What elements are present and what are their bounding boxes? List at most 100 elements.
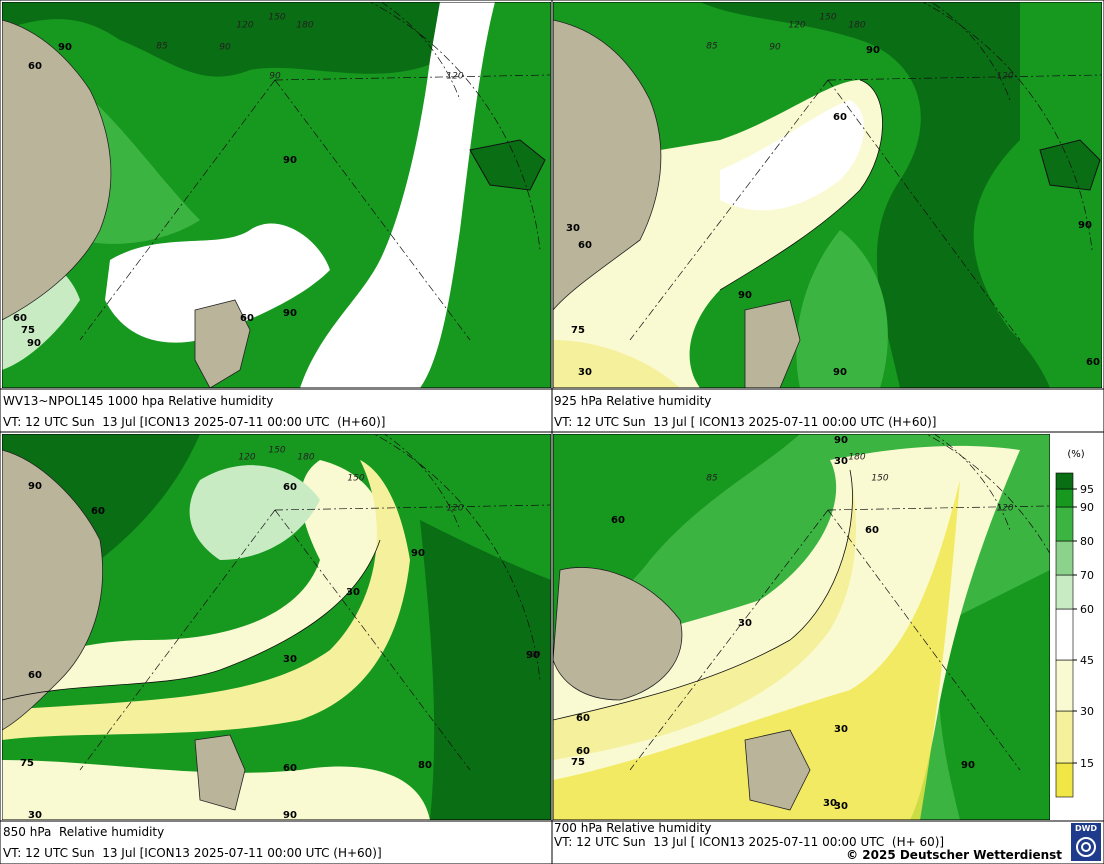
- valid-time: VT: 12 UTC Sun 13 Jul [ICON13 2025-07-11…: [3, 846, 382, 860]
- grid-label: 85: [156, 42, 168, 52]
- grid-label: 150: [819, 13, 836, 23]
- colorbar-label: 45: [1080, 654, 1094, 667]
- colorbar-box: [1055, 608, 1074, 661]
- grid-label: 120: [238, 453, 255, 463]
- contour-label: 30: [578, 367, 592, 378]
- grid-label: 120: [996, 72, 1013, 82]
- contour-label: 30: [283, 654, 297, 665]
- contour-label: 90: [28, 481, 42, 492]
- logo-text: DWD: [1075, 824, 1097, 833]
- colorbar-box: [1055, 472, 1074, 490]
- contour-label: 90: [866, 45, 880, 56]
- grid-label: 180: [848, 453, 865, 463]
- valid-time: VT: 12 UTC Sun 13 Jul [ ICON13 2025-07-1…: [554, 835, 944, 849]
- contour-label: 60: [1086, 357, 1100, 368]
- valid-time: VT: 12 UTC Sun 13 Jul [ ICON13 2025-07-1…: [554, 415, 936, 429]
- contour-label: 30: [346, 587, 360, 598]
- colorbar-box: [1055, 506, 1074, 542]
- contour-label: 60: [576, 713, 590, 724]
- colorbar-box: [1055, 488, 1074, 508]
- grid-label: 180: [296, 21, 313, 31]
- colorbar-box: [1055, 710, 1074, 764]
- grid-label: 150: [268, 13, 285, 23]
- grid-label: 120: [788, 21, 805, 31]
- grid-label: 150: [347, 474, 364, 484]
- colorbar-label: 15: [1080, 757, 1094, 770]
- grid-label: 150: [268, 446, 285, 456]
- colorbar-box: [1055, 762, 1074, 798]
- panel-caption: WV13~NPOL145 1000 hpa Relative humidity: [3, 394, 273, 408]
- panel-caption: 700 hPa Relative humidity: [554, 821, 711, 835]
- contour-label: 60: [13, 313, 27, 324]
- contour-label: 80: [418, 760, 432, 771]
- colorbar-label: 60: [1080, 603, 1094, 616]
- contour-label: 30: [738, 618, 752, 629]
- logo-swirl: [1076, 837, 1096, 857]
- contour-label: 60: [283, 763, 297, 774]
- colorbar-label: 80: [1080, 535, 1094, 548]
- contour-label: 90: [283, 155, 297, 166]
- map-panel: [553, 434, 1050, 820]
- contour-label: 90: [526, 650, 540, 661]
- colorbar-label: 90: [1080, 501, 1094, 514]
- contour-label: 90: [1078, 220, 1092, 231]
- colorbar-label: 30: [1080, 705, 1094, 718]
- contour-label: 60: [91, 506, 105, 517]
- contour-label: 30: [834, 724, 848, 735]
- colorbar-box: [1055, 574, 1074, 610]
- captions: WV13~NPOL145 1000 hpa Relative humidity V…: [3, 394, 944, 860]
- colorbar-label: 70: [1080, 569, 1094, 582]
- map-panel: [2, 2, 551, 388]
- grid-label: 85: [706, 42, 718, 52]
- grid-label: 180: [297, 453, 314, 463]
- contour-label: 60: [578, 240, 592, 251]
- panel-caption: 850 hPa Relative humidity: [3, 825, 164, 839]
- grid-label: 90: [219, 43, 231, 53]
- contour-label: 30: [566, 223, 580, 234]
- grid-label: 120: [996, 504, 1013, 514]
- grid-label: 90: [529, 651, 541, 661]
- contour-label: 90: [833, 367, 847, 378]
- contour-label: 60: [283, 482, 297, 493]
- contour-label: 60: [833, 112, 847, 123]
- grid-label: 120: [446, 504, 463, 514]
- contour-label: 90: [961, 760, 975, 771]
- contour-label: 75: [571, 325, 585, 336]
- contour-label: 60: [28, 670, 42, 681]
- colorbar-box: [1055, 659, 1074, 712]
- grid-label: 150: [871, 474, 888, 484]
- colorbar: (%) 15 30 45 60 70 80 90 95: [1055, 449, 1094, 798]
- grid-label: 180: [848, 21, 865, 31]
- panel-caption: 925 hPa Relative humidity: [554, 394, 711, 408]
- colorbar-label: 95: [1080, 483, 1094, 496]
- contour-label: 75: [20, 758, 34, 769]
- contour-label: 90: [411, 548, 425, 559]
- colorbar-box: [1055, 540, 1074, 576]
- contour-label: 90: [738, 290, 752, 301]
- grid-label: 85: [706, 474, 718, 484]
- colorbar-unit: (%): [1067, 449, 1084, 460]
- contour-label: 60: [28, 61, 42, 72]
- grid-label: 90: [269, 72, 281, 82]
- contour-label: 30: [28, 810, 42, 821]
- copyright: © 2025 Deutscher Wetterdienst: [846, 848, 1062, 862]
- logo-swirl: [1081, 842, 1091, 852]
- contour-label: 30: [834, 456, 848, 467]
- contour-label: 90: [27, 338, 41, 349]
- contour-label: 60: [611, 515, 625, 526]
- grid-label: 90: [769, 43, 781, 53]
- valid-time: VT: 12 UTC Sun 13 Jul [ICON13 2025-07-11…: [3, 415, 385, 429]
- map-panel: [2, 434, 551, 820]
- contour-label: 30: [823, 798, 837, 809]
- contour-label: 90: [58, 42, 72, 53]
- contour-label: 60: [576, 746, 590, 757]
- contour-label: 75: [21, 325, 35, 336]
- grid-label: 120: [446, 72, 463, 82]
- contour-label: 60: [240, 313, 254, 324]
- contour-label: 90: [283, 810, 297, 821]
- contour-label: 90: [283, 308, 297, 319]
- grid-label: 120: [236, 21, 253, 31]
- map-panel: [553, 2, 1102, 388]
